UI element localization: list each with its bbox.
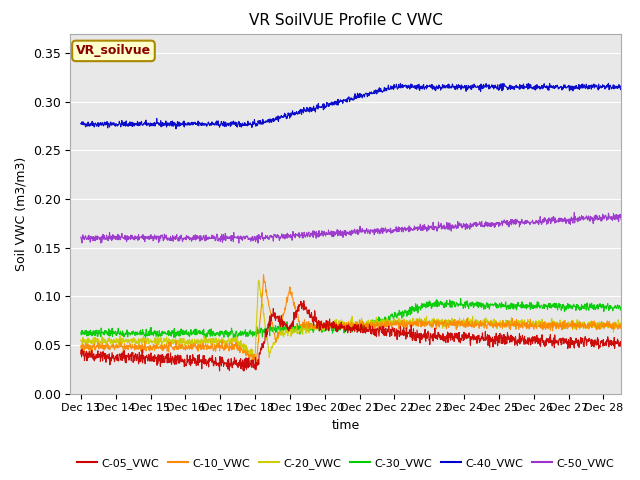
Legend: C-05_VWC, C-10_VWC, C-20_VWC, C-30_VWC, C-40_VWC, C-50_VWC: C-05_VWC, C-10_VWC, C-20_VWC, C-30_VWC, … <box>72 453 619 473</box>
Text: VR_soilvue: VR_soilvue <box>76 44 151 58</box>
Y-axis label: Soil VWC (m3/m3): Soil VWC (m3/m3) <box>14 156 27 271</box>
X-axis label: time: time <box>332 419 360 432</box>
Title: VR SoilVUE Profile C VWC: VR SoilVUE Profile C VWC <box>249 13 442 28</box>
